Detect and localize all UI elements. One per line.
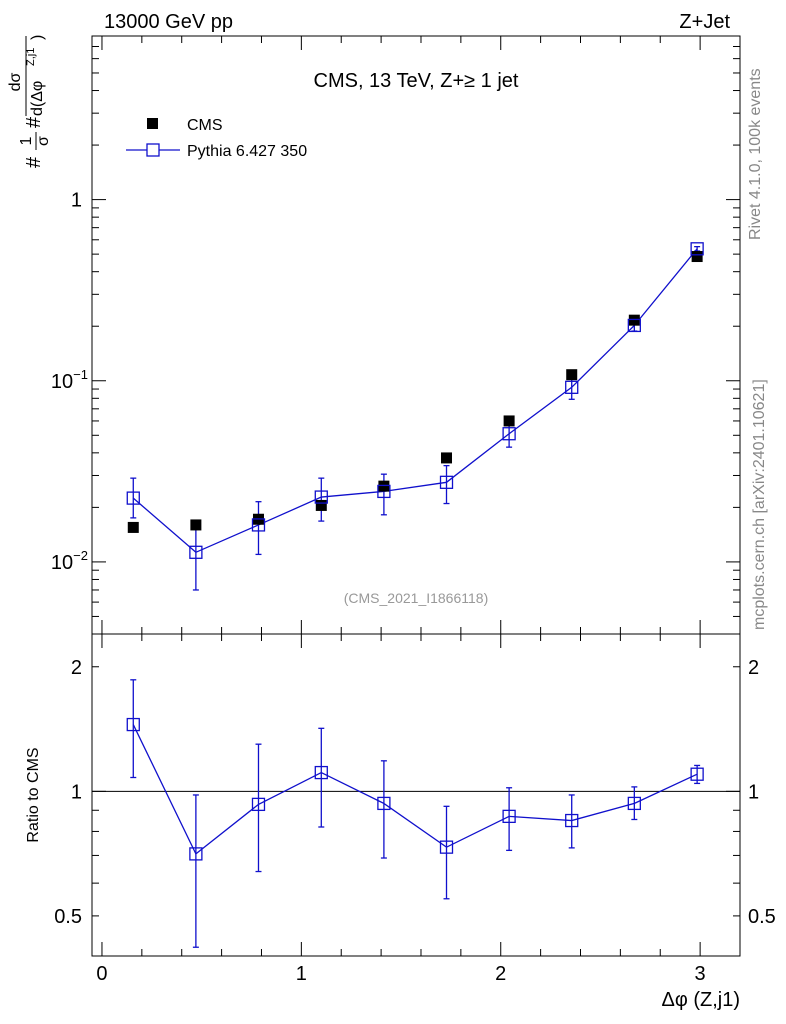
data-point-pythia: [314, 765, 328, 780]
main-y-tick-labels: 10−2 10−1 1: [51, 190, 88, 574]
y-tick-label-right: 1: [748, 781, 759, 803]
ylabel-frac1-num: 1: [18, 136, 35, 145]
data-point-cms: [503, 415, 515, 427]
data-point-pythia: [690, 767, 704, 781]
header-right: Z+Jet: [679, 11, 730, 33]
ylabel-frac2-den: d(Δφ: [29, 81, 46, 116]
data-point-pythia: [377, 484, 391, 499]
x-tick-labels: 0 1 2 3: [96, 963, 705, 985]
main-axis-ticks: [92, 35, 741, 635]
data-point-cms: [691, 251, 703, 263]
data-point-pythia: [690, 242, 704, 256]
data-point-pythia: [439, 840, 454, 854]
ylabel-frac1-den: σ: [35, 136, 52, 146]
ylabel-frac2-num: dσ: [7, 72, 24, 91]
y-tick-label: 2: [71, 657, 82, 679]
x-tick-label: 1: [296, 963, 307, 985]
mcplots-label: mcplots.cern.ch [arXiv:2401.10621]: [751, 379, 768, 630]
data-point-cms: [315, 499, 327, 511]
data-point-cms: [566, 369, 578, 381]
data-point-pythia: [314, 490, 328, 504]
x-axis-label: Δφ (Z,j1): [661, 989, 740, 1011]
main-data-layer: [126, 242, 704, 591]
data-point-pythia: [126, 717, 140, 732]
data-point-pythia: [627, 796, 641, 811]
ratio-frame: [91, 633, 741, 957]
y-tick-label: 1: [71, 781, 82, 803]
y-tick-label-right: 0.5: [748, 906, 776, 928]
data-point-pythia: [251, 518, 266, 532]
x-tick-label: 0: [96, 963, 107, 985]
ratio-panel: 0.5 0.5 1 1 2 2 0 1 2 3 Ratio to CMS Δφ (Z,j1): [25, 633, 776, 1011]
data-point-pythia: [439, 475, 454, 489]
data-point-cms: [628, 314, 640, 326]
data-point-cms: [441, 452, 453, 464]
main-panel: 10−2 10−1 1 CMS, 13 TeV, Z+≥ 1 jet (CMS_20…: [7, 35, 741, 635]
legend-label-pythia: Pythia 6.427 350: [187, 143, 307, 160]
ylabel-frac2-close: ): [29, 35, 46, 40]
ratio-data-layer: [126, 679, 704, 948]
data-point-cms: [127, 521, 139, 533]
data-point-pythia: [565, 813, 579, 828]
header-left: 13000 GeV pp: [104, 11, 233, 33]
legend: CMS Pythia 6.427 350: [126, 117, 307, 160]
y-tick-label: 0.5: [54, 906, 82, 928]
ratio-y-axis-label: Ratio to CMS: [25, 747, 42, 842]
ratio-axis-ticks: [92, 634, 741, 957]
chart-title: CMS, 13 TeV, Z+≥ 1 jet: [314, 70, 519, 92]
data-point-pythia: [627, 318, 641, 333]
y-tick-label: 10−2: [51, 548, 88, 574]
data-point-pythia: [189, 545, 203, 559]
series-line-pythia: [132, 724, 698, 855]
data-point-pythia: [502, 427, 516, 441]
y-tick-label-right: 2: [748, 657, 759, 679]
ylabel-hash-2: #: [23, 116, 45, 128]
y-tick-label: 1: [71, 190, 82, 212]
ylabel-frac2-sup: Z,j1: [25, 48, 37, 66]
data-point-pythia: [502, 809, 516, 824]
series-line-pythia: [132, 248, 698, 554]
analysis-watermark: (CMS_2021_I1866118): [344, 590, 489, 606]
y-tick-label: 10−1: [51, 367, 88, 393]
rivet-version-label: Rivet 4.1.0, 100k events: [747, 68, 764, 240]
data-point-pythia: [565, 380, 579, 394]
x-tick-label: 3: [695, 963, 706, 985]
ylabel-hash-1: #: [23, 156, 45, 168]
data-point-cms: [190, 519, 202, 531]
data-point-pythia: [126, 491, 140, 505]
data-point-cms: [378, 480, 390, 492]
legend-marker-pythia: [146, 143, 160, 157]
legend-label-cms: CMS: [187, 117, 223, 134]
ratio-y-tick-labels: 0.5 0.5 1 1 2 2: [54, 657, 776, 928]
data-point-pythia: [189, 847, 203, 861]
main-y-axis-label: # 1 σ # dσ d(Δφ Z,j1 ): [7, 35, 52, 168]
legend-marker-cms: [147, 118, 158, 129]
x-tick-label: 2: [495, 963, 506, 985]
data-point-pythia: [377, 796, 391, 811]
data-point-pythia: [251, 797, 266, 812]
